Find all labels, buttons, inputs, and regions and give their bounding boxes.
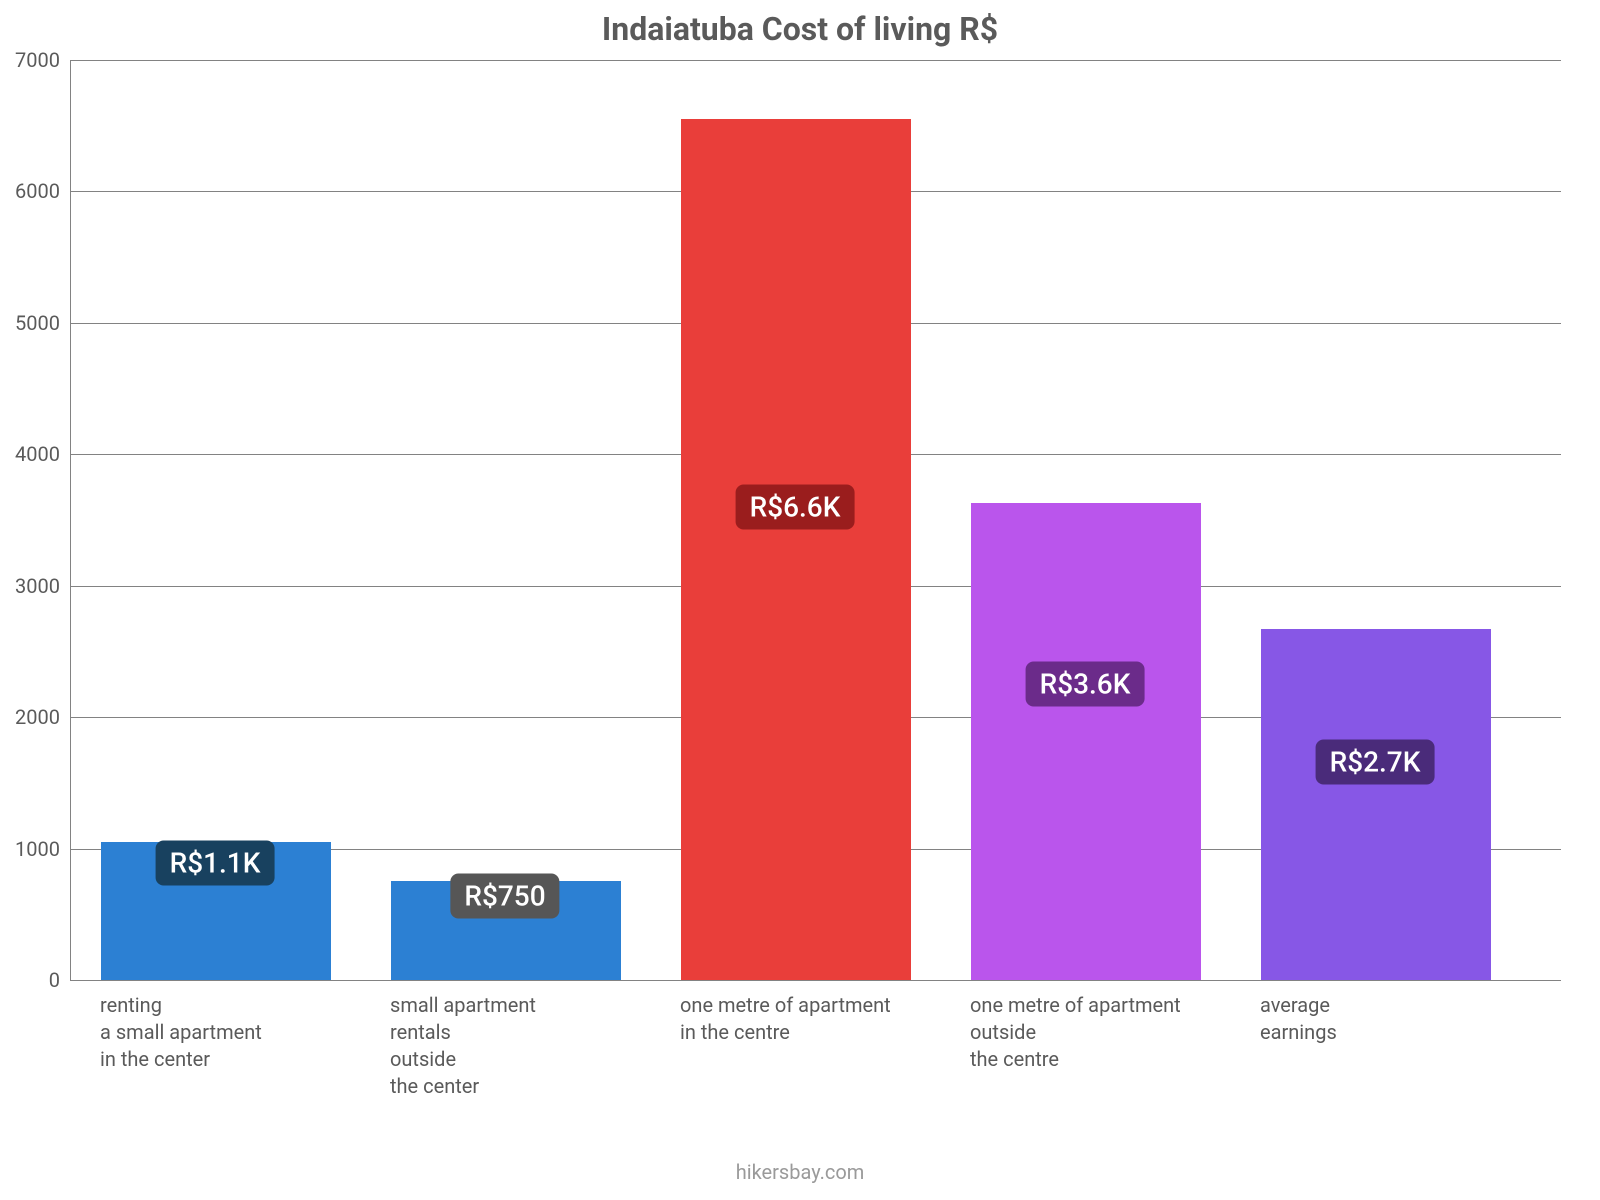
y-tick-label: 3000 bbox=[0, 574, 60, 598]
chart-footer: hikersbay.com bbox=[0, 1160, 1600, 1184]
bar-value-label: R$2.7K bbox=[1316, 740, 1435, 785]
x-tick-label: renting a small apartment in the center bbox=[100, 992, 370, 1073]
x-tick-label: one metre of apartment in the centre bbox=[680, 992, 950, 1046]
bar bbox=[1261, 629, 1491, 980]
bar-value-label: R$6.6K bbox=[736, 484, 855, 529]
y-tick-label: 6000 bbox=[0, 179, 60, 203]
chart-container: Indaiatuba Cost of living R$ hikersbay.c… bbox=[0, 0, 1600, 1200]
y-tick-label: 7000 bbox=[0, 48, 60, 72]
x-tick-label: average earnings bbox=[1260, 992, 1530, 1046]
y-tick-label: 4000 bbox=[0, 442, 60, 466]
y-tick-label: 0 bbox=[0, 968, 60, 992]
y-tick-label: 5000 bbox=[0, 311, 60, 335]
bar bbox=[971, 503, 1201, 980]
y-tick-label: 2000 bbox=[0, 705, 60, 729]
bar-value-label: R$750 bbox=[450, 874, 559, 919]
gridline bbox=[71, 60, 1561, 61]
x-tick-label: one metre of apartment outside the centr… bbox=[970, 992, 1240, 1073]
chart-title: Indaiatuba Cost of living R$ bbox=[0, 10, 1600, 48]
bar bbox=[681, 119, 911, 980]
bar-value-label: R$1.1K bbox=[156, 840, 275, 885]
bar-value-label: R$3.6K bbox=[1026, 662, 1145, 707]
x-tick-label: small apartment rentals outside the cent… bbox=[390, 992, 660, 1100]
y-tick-label: 1000 bbox=[0, 837, 60, 861]
